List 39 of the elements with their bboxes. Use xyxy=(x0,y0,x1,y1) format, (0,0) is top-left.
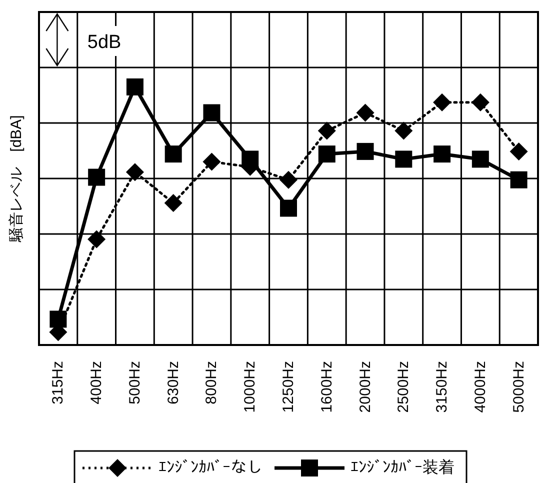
point xyxy=(280,170,298,189)
x-tick-label: 1600Hz xyxy=(318,361,336,413)
point xyxy=(126,78,144,96)
legend-label: ｴﾝｼﾞﾝｶﾊﾞｰなし xyxy=(158,458,262,476)
point xyxy=(280,200,297,217)
point xyxy=(433,93,452,112)
point xyxy=(510,142,528,160)
x-tick-label: 4000Hz xyxy=(472,361,489,413)
x-tick-label: 500Hz xyxy=(126,361,144,404)
x-tick-label: 3150Hz xyxy=(434,361,451,413)
x-tick-label: 2500Hz xyxy=(395,361,412,413)
legend-label: ｴﾝｼﾞﾝｶﾊﾞｰ装着 xyxy=(350,458,454,476)
point xyxy=(202,152,221,171)
x-tick-label: 1000Hz xyxy=(242,361,259,413)
x-tick-label: 5000Hz xyxy=(510,361,528,413)
annotation: 5dB xyxy=(87,32,122,53)
point xyxy=(434,146,451,163)
x-tick-label: 1250Hz xyxy=(280,361,297,413)
point xyxy=(164,146,182,163)
point xyxy=(395,150,412,168)
x-tick-label: 2000Hz xyxy=(356,361,374,413)
point xyxy=(356,104,374,122)
point xyxy=(394,122,413,140)
x-tick-label: 630Hz xyxy=(164,361,182,404)
point xyxy=(88,168,106,186)
point xyxy=(356,142,374,160)
point xyxy=(318,146,336,163)
point xyxy=(88,230,106,248)
point xyxy=(126,163,144,182)
point xyxy=(510,171,528,188)
x-tick-label: 400Hz xyxy=(88,361,106,404)
point xyxy=(472,150,489,168)
point xyxy=(471,93,490,112)
point xyxy=(318,122,336,140)
point xyxy=(203,104,220,122)
x-tick-label: 800Hz xyxy=(203,361,220,404)
y-axis-title: 騒音レベル [dBA] xyxy=(8,115,25,243)
x-tick-label: 315Hz xyxy=(50,361,67,404)
point xyxy=(164,194,182,212)
